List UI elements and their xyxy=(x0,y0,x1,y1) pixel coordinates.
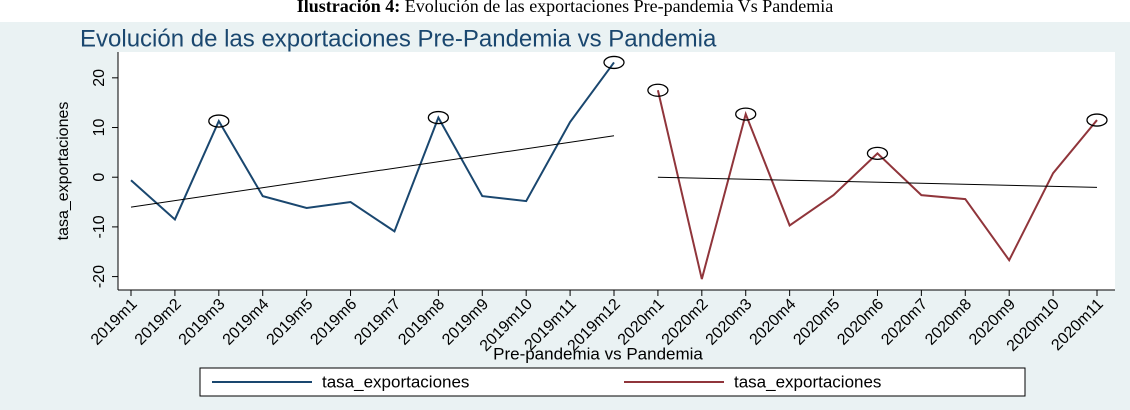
caption-text: Evolución de las exportaciones Pre-pande… xyxy=(405,0,834,16)
series-line xyxy=(656,90,1098,280)
fit-line xyxy=(657,176,1098,188)
y-tick-label: 10 xyxy=(91,119,108,137)
y-tick-label: 0 xyxy=(91,173,108,182)
y-axis-label: tasa_exportaciones xyxy=(55,102,72,241)
series-line xyxy=(130,61,615,233)
point-marker xyxy=(735,107,757,121)
point-marker xyxy=(603,55,625,70)
point-marker xyxy=(866,146,889,161)
x-axis-label: Pre-pandemia vs Pandemia xyxy=(493,344,703,363)
caption: Ilustración 4: Evolución de las exportac… xyxy=(297,0,834,16)
legend xyxy=(199,367,1026,397)
legend-label: tasa_exportaciones xyxy=(322,372,469,391)
legend-label: tasa_exportaciones xyxy=(734,372,881,391)
plot-area xyxy=(118,52,1115,290)
point-marker xyxy=(1086,113,1108,127)
caption-label: Ilustración 4: xyxy=(297,0,401,16)
y-tick-label: 20 xyxy=(91,69,108,87)
point-marker xyxy=(208,114,230,128)
chart-title: Evolución de las exportaciones Pre-Pande… xyxy=(80,25,717,52)
fit-line xyxy=(130,135,615,208)
point-marker xyxy=(647,83,669,97)
y-tick-label: -10 xyxy=(91,215,108,238)
point-marker xyxy=(427,110,450,125)
y-tick-label: -20 xyxy=(91,265,108,288)
